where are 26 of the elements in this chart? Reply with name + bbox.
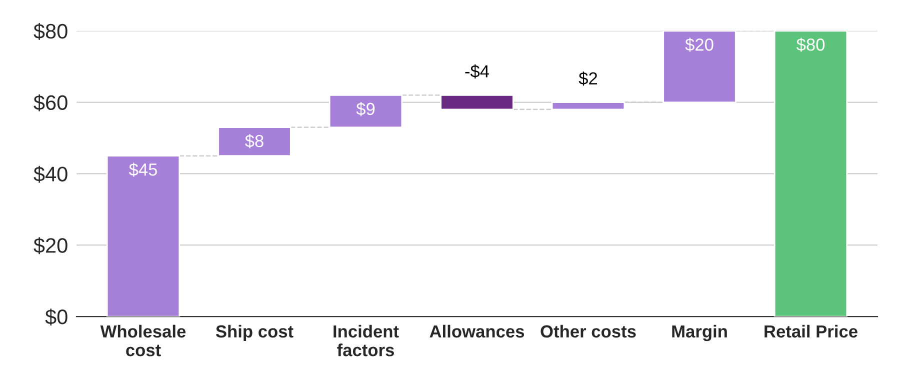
x-tick-label: Ship cost (216, 324, 294, 342)
bar (551, 102, 626, 110)
data-label: -$4 (465, 64, 490, 78)
y-tick-label: $80 (34, 23, 68, 40)
data-label: $9 (356, 102, 375, 116)
bar (774, 30, 848, 317)
y-tick-label: $40 (34, 166, 68, 183)
data-label: $20 (685, 38, 714, 52)
data-label: $80 (796, 38, 825, 52)
bar (218, 126, 292, 157)
x-tick-label: Other costs (540, 324, 636, 338)
y-tick-label: $0 (45, 308, 68, 326)
data-label: $45 (128, 162, 158, 177)
x-tick-label: Retail Price (764, 324, 858, 338)
x-tick-label: Wholesale cost (100, 324, 186, 356)
bar (106, 155, 180, 317)
bar (662, 30, 736, 103)
y-tick-label: $60 (34, 94, 68, 112)
y-tick-label: $20 (34, 237, 68, 254)
x-tick-label: Incident factors (334, 324, 399, 356)
bar (440, 94, 514, 110)
data-label: $2 (578, 72, 598, 86)
bar (328, 94, 403, 128)
data-label: $8 (245, 134, 264, 148)
x-tick-label: Margin (672, 324, 727, 342)
x-tick-label: Allowances (430, 324, 524, 338)
